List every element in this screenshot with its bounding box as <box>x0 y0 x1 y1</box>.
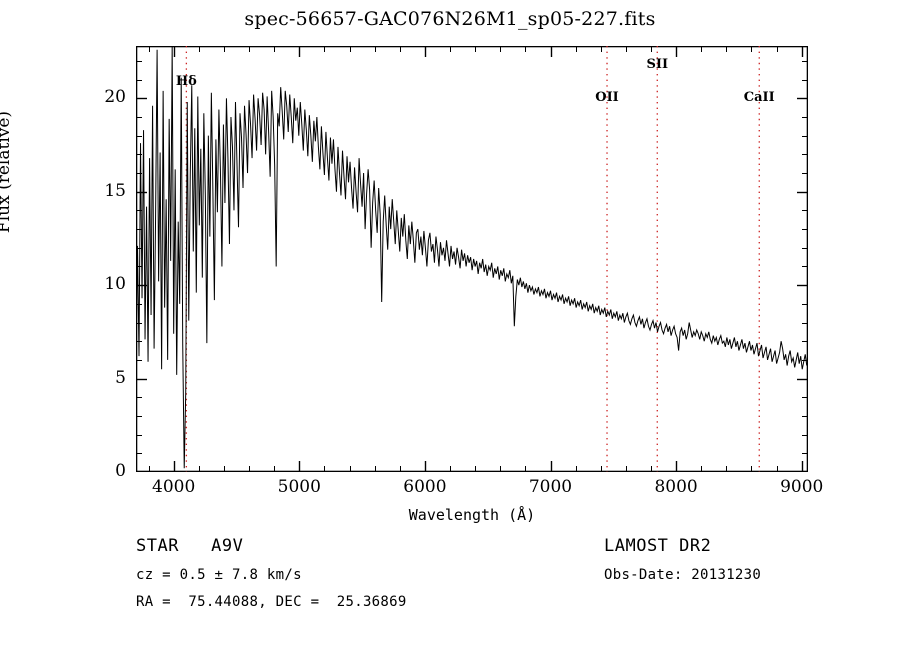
observation-date: Obs-Date: 20131230 <box>604 567 762 583</box>
coordinates: RA = 75.44088, DEC = 25.36869 <box>136 594 407 610</box>
x-axis-label: Wavelength (Å) <box>408 506 536 524</box>
footer-right: LAMOST DR2 Obs-Date: 20131230 <box>604 536 761 583</box>
line-label-oii: OII <box>595 90 619 106</box>
page-title: spec-56657-GAC076N26M1_sp05-227.fits <box>244 8 656 30</box>
plot-area: Hδ OII SII CaII <box>136 46 808 472</box>
y-tick-label: 15 <box>104 180 126 201</box>
line-label-caii: CaII <box>743 90 775 106</box>
x-tick-label: 8000 <box>654 477 698 497</box>
x-tick-label: 9000 <box>780 477 824 497</box>
x-tick-label: 5000 <box>277 477 321 497</box>
object-type: STAR A9V <box>136 536 244 556</box>
y-axis-label: Flux (relative) <box>0 110 14 234</box>
line-label-h: Hδ <box>175 73 197 89</box>
redshift-velocity: cz = 0.5 ± 7.8 km/s <box>136 567 302 583</box>
y-tick-label: 5 <box>115 367 126 388</box>
line-label-sii: SII <box>646 56 669 72</box>
x-tick-label: 6000 <box>403 477 447 497</box>
spectrum-svg <box>136 46 808 472</box>
x-tick-label: 4000 <box>152 477 196 497</box>
footer-left: STAR A9V cz = 0.5 ± 7.8 km/s RA = 75.440… <box>136 536 407 610</box>
y-tick-label: 10 <box>104 274 126 295</box>
y-tick-label: 20 <box>104 87 126 108</box>
survey-name: LAMOST DR2 <box>604 536 712 556</box>
x-tick-label: 7000 <box>528 477 573 497</box>
y-tick-label: 0 <box>115 461 126 481</box>
